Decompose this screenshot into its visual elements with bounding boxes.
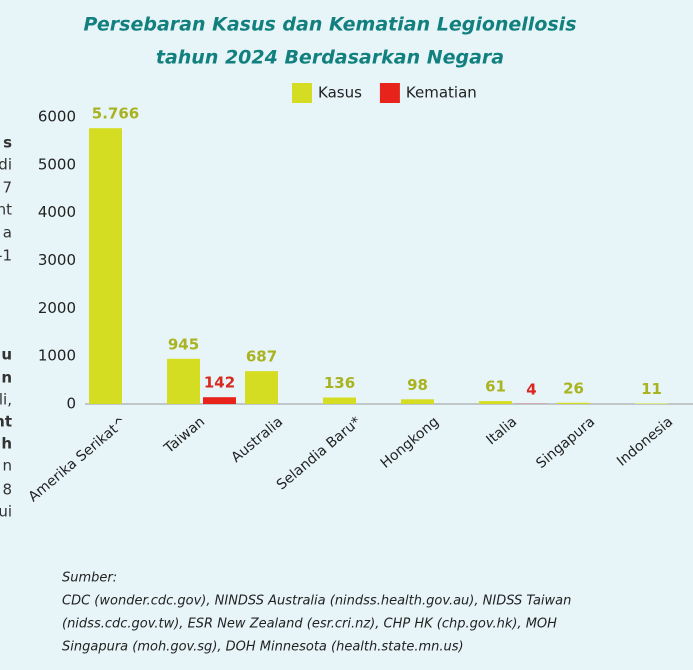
- y-tick-label: 6000: [38, 108, 76, 126]
- bar: [89, 128, 122, 404]
- data-label: 945: [168, 335, 199, 353]
- cropped-text: s: [3, 134, 12, 152]
- cropped-text: u: [1, 346, 12, 364]
- bar: [635, 403, 668, 404]
- cropped-text: n: [2, 457, 12, 475]
- source-title: Sumber:: [62, 571, 117, 586]
- cropped-text: a: [3, 224, 12, 242]
- y-tick-label: 5000: [38, 155, 76, 173]
- source-line: (nidss.cdc.gov.tw), ESR New Zealand (esr…: [62, 617, 557, 632]
- data-label: 136: [324, 374, 355, 392]
- data-label: 5.766: [92, 105, 139, 123]
- data-label: 142: [204, 374, 235, 392]
- cropped-text: nt: [0, 201, 12, 219]
- y-tick-label: 3000: [38, 251, 76, 269]
- bar: [401, 399, 434, 404]
- cropped-text: di: [0, 156, 12, 174]
- data-label: 26: [563, 379, 584, 397]
- data-label: 61: [485, 378, 506, 396]
- source-line: CDC (wonder.cdc.gov), NINDSS Australia (…: [62, 594, 571, 609]
- bar: [167, 358, 200, 404]
- data-label: 4: [526, 380, 536, 398]
- legend-swatch: [292, 83, 312, 103]
- cropped-text: -1: [0, 247, 12, 265]
- bar: [245, 371, 278, 404]
- cropped-text: nt: [0, 413, 12, 431]
- source-line: Singapura (moh.gov.sg), DOH Minnesota (h…: [62, 640, 464, 655]
- legend-label: Kasus: [318, 84, 362, 102]
- cropped-text: 7: [2, 179, 12, 197]
- y-tick-label: 4000: [38, 203, 76, 221]
- bar: [323, 397, 356, 404]
- data-label: 11: [641, 380, 662, 398]
- cropped-text: ui: [0, 503, 12, 521]
- cropped-text: li,: [0, 391, 12, 409]
- cropped-text: 8: [2, 481, 12, 499]
- bar: [479, 401, 512, 404]
- legend-label: Kematian: [406, 84, 477, 102]
- chart-subtitle: tahun 2024 Berdasarkan Negara: [156, 47, 504, 69]
- data-label: 98: [407, 376, 428, 394]
- bar: [203, 397, 236, 404]
- y-tick-label: 1000: [38, 347, 76, 365]
- chart-title: Persebaran Kasus dan Kematian Legionello…: [83, 14, 576, 36]
- y-tick-label: 2000: [38, 299, 76, 317]
- y-tick-label: 0: [66, 395, 76, 413]
- bar: [557, 402, 590, 404]
- cropped-text: n: [1, 369, 12, 387]
- cropped-text: h: [1, 435, 12, 453]
- data-label: 687: [246, 348, 277, 366]
- legend-swatch: [379, 83, 400, 103]
